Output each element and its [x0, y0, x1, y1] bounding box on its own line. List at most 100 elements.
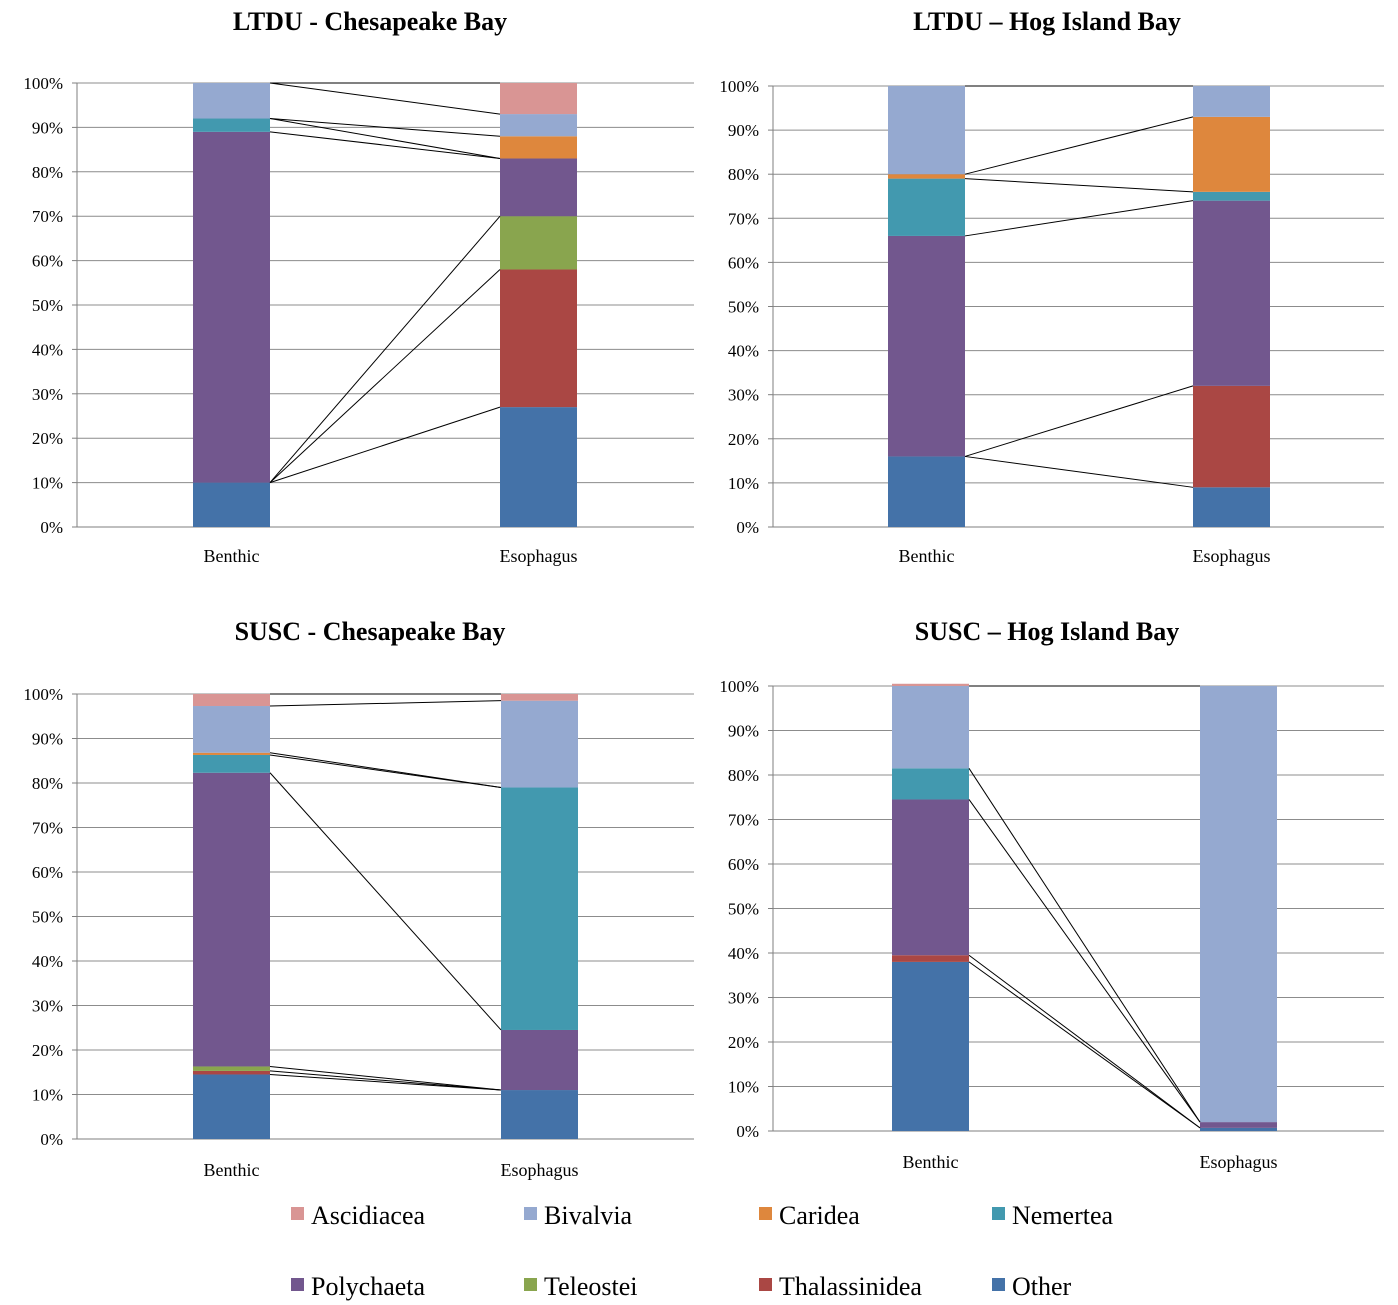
bar-segment-thalassinidea-benthic	[892, 955, 969, 962]
y-tick-label: 100%	[23, 685, 63, 704]
bar-segment-nemertea-benthic	[193, 118, 270, 132]
y-tick-label: 80%	[728, 766, 759, 785]
series-connector-line	[269, 700, 502, 707]
y-tick-label: 50%	[728, 900, 759, 919]
bar-segment-caridea-esophagus	[1193, 116, 1270, 192]
y-tick-label: 40%	[728, 342, 759, 361]
legend-swatch	[759, 1207, 772, 1220]
y-tick-label: 70%	[32, 819, 63, 838]
series-connector-line	[964, 200, 1194, 237]
legend-swatch	[291, 1207, 304, 1220]
y-tick-label: 40%	[32, 340, 63, 359]
y-tick-label: 80%	[728, 165, 759, 184]
legend-label: Polychaeta	[311, 1272, 426, 1301]
legend-item-thalassinidea: Thalassinidea	[759, 1272, 922, 1301]
y-tick-label: 80%	[32, 774, 63, 793]
y-tick-label: 40%	[728, 944, 759, 963]
legend-item-bivalvia: Bivalvia	[524, 1201, 633, 1230]
y-tick-label: 70%	[728, 209, 759, 228]
y-tick-label: 10%	[32, 1086, 63, 1105]
legend-item-teleostei: Teleostei	[524, 1272, 637, 1301]
legend: Ascidiacea Bivalvia Caridea Nemertea Polycha…	[291, 1201, 1114, 1301]
bar-segment-nemertea-benthic	[888, 178, 965, 236]
legend-swatch	[524, 1278, 537, 1291]
bar-segment-bivalvia-benthic	[888, 86, 965, 175]
chart-title: LTDU – Hog Island Bay	[913, 7, 1181, 36]
bar-segment-polychaeta-esophagus	[1193, 200, 1270, 386]
legend-item-nemertea: Nemertea	[992, 1201, 1114, 1230]
bar-segment-bivalvia-esophagus	[1200, 686, 1277, 1123]
bar-segment-other-benthic	[193, 1074, 270, 1139]
chart-title: SUSC – Hog Island Bay	[915, 617, 1179, 646]
legend-swatch	[759, 1278, 772, 1291]
x-category-label: Esophagus	[1200, 1152, 1278, 1172]
legend-item-ascidiacea: Ascidiacea	[291, 1201, 426, 1230]
series-connector-line	[968, 799, 1201, 1123]
chart-panel-ltdu-chesapeake-bay: LTDU - Chesapeake Bay 0% 10% 20% 30% 40% 50% 60…	[23, 7, 694, 566]
y-tick-label: 30%	[728, 386, 759, 405]
bar-segment-nemertea-benthic	[193, 754, 270, 773]
y-tick-label: 10%	[728, 474, 759, 493]
y-tick-label: 50%	[728, 298, 759, 317]
y-tick-label: 60%	[32, 863, 63, 882]
x-category-label: Benthic	[204, 1160, 260, 1180]
legend-item-other: Other	[992, 1272, 1072, 1301]
chart-panel-ltdu-hog-island-bay: LTDU – Hog Island Bay 0% 10% 20% 30% 40% 50% 60…	[719, 7, 1384, 566]
bar-segment-ascidiacea-benthic	[193, 694, 270, 707]
y-tick-label: 90%	[728, 121, 759, 140]
y-tick-label: 80%	[32, 163, 63, 182]
legend-label: Bivalvia	[544, 1201, 633, 1230]
legend-item-polychaeta: Polychaeta	[291, 1272, 426, 1301]
series-connector-line	[269, 269, 501, 483]
bar-segment-polychaeta-benthic	[193, 131, 270, 483]
y-tick-label: 100%	[23, 74, 63, 93]
bar-segment-thalassinidea-benthic	[193, 1070, 270, 1075]
series-connector-line	[968, 961, 1201, 1129]
legend-swatch	[291, 1278, 304, 1291]
y-tick-label: 100%	[719, 77, 759, 96]
y-tick-label: 20%	[32, 429, 63, 448]
x-category-label: Esophagus	[501, 1160, 579, 1180]
bar-segment-bivalvia-benthic	[892, 686, 969, 769]
y-tick-label: 100%	[719, 677, 759, 696]
chart-title: LTDU - Chesapeake Bay	[233, 7, 507, 36]
bar-segment-polychaeta-esophagus	[500, 158, 577, 217]
y-tick-label: 20%	[32, 1041, 63, 1060]
bar-segment-caridea-esophagus	[500, 136, 577, 159]
y-tick-label: 60%	[32, 252, 63, 271]
series-connector-line	[269, 1073, 502, 1091]
y-tick-label: 20%	[728, 430, 759, 449]
bar-segment-teleostei-benthic	[193, 1066, 270, 1071]
series-connector-line	[269, 1065, 502, 1091]
bar-segment-other-benthic	[892, 961, 969, 1131]
x-category-label: Benthic	[899, 546, 955, 566]
series-connector-line	[269, 215, 501, 483]
bar-segment-ascidiacea-esophagus	[500, 83, 577, 115]
bar-segment-nemertea-esophagus	[501, 787, 578, 1030]
y-tick-label: 90%	[728, 722, 759, 741]
legend-label: Thalassinidea	[779, 1272, 922, 1301]
bar-segment-bivalvia-benthic	[193, 83, 270, 119]
series-connector-line	[964, 385, 1194, 457]
y-tick-label: 50%	[32, 296, 63, 315]
legend-label: Other	[1012, 1272, 1072, 1301]
series-connector-line	[269, 752, 502, 788]
bar-segment-other-benthic	[888, 456, 965, 527]
y-tick-label: 70%	[32, 207, 63, 226]
bar-segment-polychaeta-benthic	[193, 772, 270, 1067]
y-tick-label: 70%	[728, 811, 759, 830]
y-tick-label: 90%	[32, 118, 63, 137]
series-connector-line	[269, 1070, 502, 1091]
bar-segment-bivalvia-benthic	[193, 706, 270, 753]
chart-panel-susc-chesapeake-bay: SUSC - Chesapeake Bay 0% 10% 20% 30% 40% 50% 60…	[23, 617, 694, 1180]
bar-segment-ascidiacea-esophagus	[501, 694, 578, 701]
legend-item-caridea: Caridea	[759, 1201, 860, 1230]
chart-title: SUSC - Chesapeake Bay	[235, 617, 506, 646]
bar-segment-caridea-benthic	[193, 752, 270, 755]
bar-segment-ascidiacea-benthic	[892, 683, 969, 686]
legend-label: Teleostei	[544, 1272, 637, 1301]
bar-segment-polychaeta-esophagus	[501, 1029, 578, 1091]
bar-segment-bivalvia-esophagus	[501, 700, 578, 788]
series-connector-line	[964, 116, 1194, 175]
